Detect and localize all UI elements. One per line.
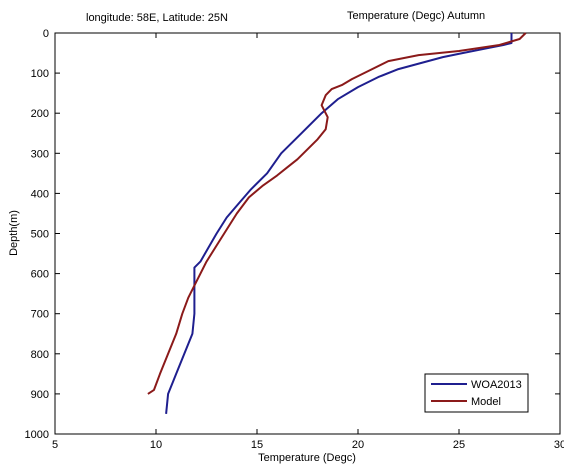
x-tick-label: 30 (554, 439, 564, 451)
legend-label-woa2013: WOA2013 (471, 379, 522, 391)
x-tick-label: 20 (352, 439, 364, 451)
x-axis-label: Temperature (Degc) (258, 452, 356, 464)
y-tick-label: 200 (31, 108, 49, 120)
x-tick-label: 5 (52, 439, 58, 451)
series-line-woa2013 (165, 33, 513, 414)
y-tick-label: 300 (31, 148, 49, 160)
y-tick-label: 500 (31, 229, 49, 241)
x-axis: 5 10 15 20 25 30 (52, 33, 564, 451)
y-tick-label: 600 (31, 269, 49, 281)
y-tick-label: 800 (31, 349, 49, 361)
plot-area (54, 32, 561, 435)
x-tick-label: 25 (453, 439, 465, 451)
location-label: longitude: 58E, Latitude: 25N (86, 12, 228, 24)
y-tick-label: 700 (31, 309, 49, 321)
y-tick-label: 400 (31, 188, 49, 200)
y-tick-label: 1000 (25, 429, 49, 441)
x-tick-label: 15 (251, 439, 263, 451)
y-axis: 0 100 200 300 400 500 600 700 800 900 1000 (25, 28, 560, 441)
series-line-model (147, 32, 527, 395)
y-tick-label: 100 (31, 68, 49, 80)
y-tick-label: 900 (31, 389, 49, 401)
y-tick-label: 0 (43, 28, 49, 40)
legend-label-model: Model (471, 396, 501, 408)
y-axis-label: Depth(m) (8, 210, 20, 256)
x-tick-label: 10 (150, 439, 162, 451)
legend-box (424, 373, 529, 413)
chart-title: Temperature (Degc) Autumn (347, 10, 485, 22)
legend: WOA2013 Model (424, 373, 529, 413)
series-layer (147, 32, 527, 414)
